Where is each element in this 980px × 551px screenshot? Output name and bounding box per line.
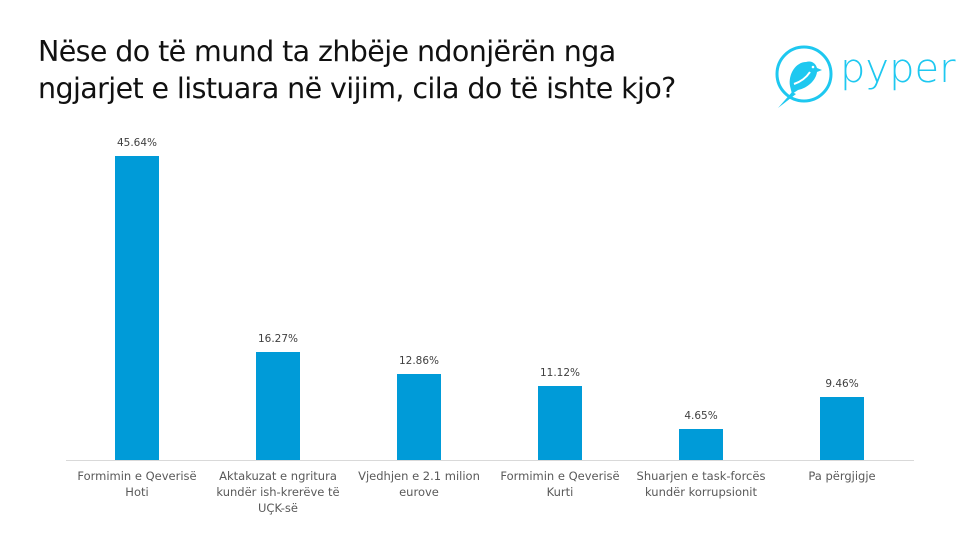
data-label: 11.12% — [539, 367, 581, 379]
pyper-logo: pyper — [768, 40, 978, 112]
data-label: 45.64% — [116, 137, 158, 149]
category-label: Aktakuzat e ngritura kundër ish-krerëve t… — [216, 469, 340, 515]
data-label: 12.86% — [398, 355, 440, 367]
category-label: Formimin e Qeverisë Kurti — [500, 469, 620, 499]
bird-in-circle-icon — [775, 45, 833, 108]
title-line-2: ngjarjet e listuara në vijim, cila do të… — [38, 72, 676, 105]
bar — [820, 397, 864, 460]
category-label: Formimin e Qeverisë Hoti — [77, 469, 197, 499]
bar — [256, 352, 300, 460]
data-label: 16.27% — [257, 333, 299, 345]
bar — [115, 156, 159, 460]
category-label: Shuarjen e task-forcës kundër korrupsioni… — [636, 469, 766, 499]
bar — [397, 374, 441, 460]
data-label: 9.46% — [825, 378, 859, 390]
bar — [538, 386, 582, 460]
data-label: 4.65% — [684, 410, 718, 422]
category-label: Pa përgjigje — [808, 469, 876, 483]
title-line-1: Nëse do të mund ta zhbëje ndonjërën nga — [38, 35, 616, 68]
logo-wordmark: pyper — [840, 46, 956, 92]
page-title: Nëse do të mund ta zhbëje ndonjërën nga … — [38, 33, 778, 107]
x-axis-line — [66, 460, 914, 461]
bar — [679, 429, 723, 460]
category-label: Vjedhjen e 2.1 milion eurove — [358, 469, 480, 499]
